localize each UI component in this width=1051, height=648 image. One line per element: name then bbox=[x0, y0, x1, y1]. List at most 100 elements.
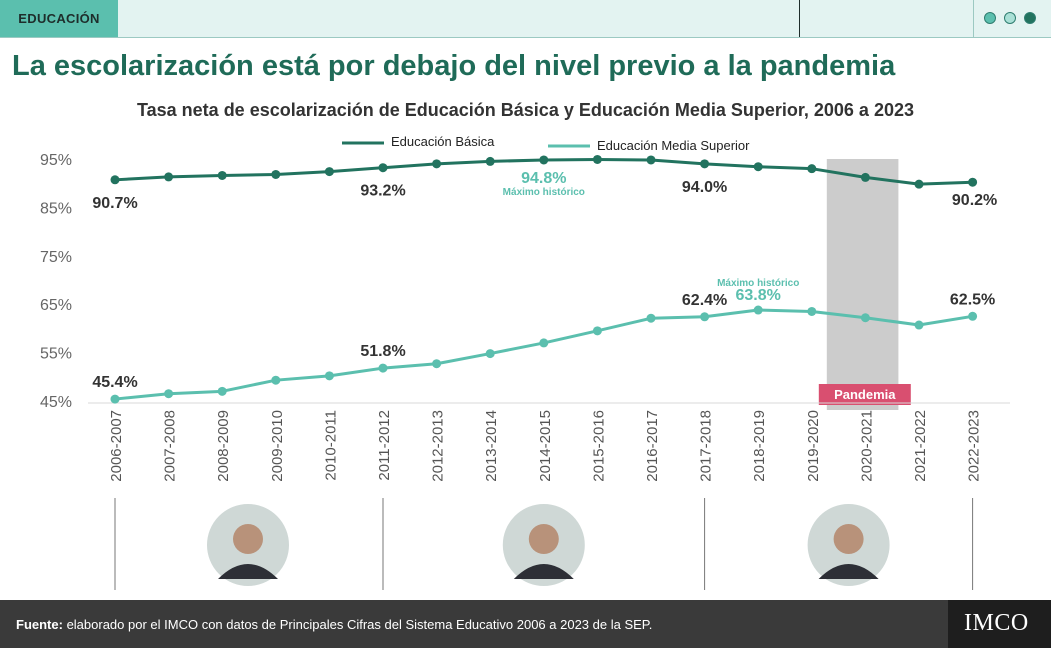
data-point bbox=[110, 175, 120, 185]
x-tick-label: 2016-2017 bbox=[644, 410, 661, 482]
data-point bbox=[110, 394, 120, 404]
x-tick-label: 2018-2019 bbox=[751, 410, 768, 482]
series-group bbox=[110, 154, 978, 404]
legend-label: Educación Básica bbox=[391, 134, 495, 149]
data-point bbox=[539, 338, 549, 348]
data-point bbox=[324, 371, 334, 381]
x-tick-label: 2014-2015 bbox=[537, 410, 554, 482]
data-point bbox=[217, 170, 227, 180]
data-point bbox=[860, 172, 870, 182]
top-bar-divider bbox=[799, 0, 800, 37]
dot-icon bbox=[1004, 12, 1016, 24]
data-label: 51.8% bbox=[360, 343, 405, 360]
pandemic-region: Pandemia bbox=[818, 159, 911, 410]
data-label: 90.7% bbox=[92, 195, 137, 212]
data-point bbox=[860, 313, 870, 323]
data-point bbox=[324, 167, 334, 177]
data-point bbox=[968, 177, 978, 187]
data-point bbox=[914, 179, 924, 189]
data-point bbox=[485, 156, 495, 166]
top-bar: EDUCACIÓN bbox=[0, 0, 1051, 38]
x-tick-label: 2008-2009 bbox=[215, 410, 232, 482]
portrait-body bbox=[513, 564, 574, 579]
data-point bbox=[807, 164, 817, 174]
data-point bbox=[378, 363, 388, 373]
x-tick-label: 2021-2022 bbox=[912, 410, 929, 482]
legend: Educación Básica Educación Media Superior bbox=[342, 134, 750, 153]
data-point bbox=[164, 389, 174, 399]
data-point bbox=[217, 386, 227, 396]
x-tick-label: 2020-2021 bbox=[858, 410, 875, 482]
page-title: La escolarización está por debajo del ni… bbox=[12, 50, 896, 82]
portrait-head bbox=[833, 524, 864, 554]
x-tick-label: 2007-2008 bbox=[162, 410, 179, 482]
data-point bbox=[592, 154, 602, 164]
data-label-note: Máximo histórico bbox=[717, 278, 799, 289]
y-tick-label: 75% bbox=[40, 249, 72, 266]
x-tick-label: 2009-2010 bbox=[269, 410, 286, 482]
portrait-head bbox=[233, 524, 263, 554]
data-point bbox=[807, 306, 817, 316]
x-tick-label: 2022-2023 bbox=[966, 410, 983, 482]
x-tick-label: 2019-2020 bbox=[805, 410, 822, 482]
portrait-body bbox=[218, 564, 278, 579]
data-label: 63.8% bbox=[736, 287, 781, 304]
data-label: 90.2% bbox=[952, 192, 997, 209]
legend-label: Educación Media Superior bbox=[597, 138, 750, 153]
data-point bbox=[378, 163, 388, 173]
source-label: Fuente: bbox=[16, 617, 63, 632]
y-tick-label: 95% bbox=[40, 152, 72, 169]
data-point bbox=[914, 320, 924, 330]
y-axis: 95% 85% 75% 65% 55% 45% bbox=[40, 152, 1010, 411]
portrait-body bbox=[818, 564, 879, 579]
source-text: elaborado por el IMCO con datos de Princ… bbox=[62, 617, 653, 632]
data-point bbox=[539, 155, 549, 165]
data-label: 94.0% bbox=[682, 179, 727, 196]
data-point bbox=[432, 159, 442, 169]
logo-text: IMCO bbox=[964, 610, 1029, 636]
logo: IMCO bbox=[948, 600, 1051, 648]
data-point bbox=[592, 326, 602, 336]
portrait-head bbox=[528, 524, 559, 554]
y-tick-label: 65% bbox=[40, 297, 72, 314]
line-chart: Pandemia 95% 85% 75% 65% 55% 45% Educación Bá… bbox=[40, 134, 1010, 590]
data-label: 94.8% bbox=[521, 170, 566, 187]
dot-icon bbox=[1024, 12, 1036, 24]
top-bar-divider-right bbox=[973, 0, 974, 37]
x-tick-label: 2011-2012 bbox=[376, 410, 393, 481]
data-point bbox=[646, 155, 656, 165]
data-point bbox=[968, 311, 978, 321]
data-point bbox=[271, 169, 281, 179]
section-tag: EDUCACIÓN bbox=[0, 0, 118, 37]
data-label: 93.2% bbox=[360, 183, 405, 200]
x-tick-label: 2015-2016 bbox=[590, 410, 607, 482]
data-point bbox=[753, 162, 763, 172]
x-axis: 2006-2007 2007-2008 2008-2009 2009-2010 2010… bbox=[108, 410, 983, 482]
y-tick-label: 55% bbox=[40, 346, 72, 363]
data-point bbox=[700, 312, 710, 322]
x-tick-label: 2013-2014 bbox=[483, 410, 500, 482]
chart-title: Tasa neta de escolarización de Educación… bbox=[136, 100, 914, 120]
data-label: 45.4% bbox=[92, 374, 137, 391]
x-tick-label: 2006-2007 bbox=[108, 410, 125, 482]
pandemic-label-bg bbox=[818, 384, 911, 405]
x-tick-label: 2012-2013 bbox=[430, 410, 447, 482]
y-tick-label: 85% bbox=[40, 200, 72, 217]
data-labels: 90.7%93.2%94.8%Máximo histórico 94.0%90.2… bbox=[92, 170, 997, 391]
data-label: 62.5% bbox=[950, 291, 995, 308]
data-point bbox=[646, 313, 656, 323]
data-label-note: Máximo histórico bbox=[503, 187, 585, 198]
x-tick-label: 2010-2011 bbox=[322, 410, 339, 481]
footer: Fuente: elaborado por el IMCO con datos … bbox=[0, 600, 1051, 648]
data-label: 62.4% bbox=[682, 292, 727, 309]
data-point bbox=[164, 172, 174, 182]
period-markers bbox=[114, 498, 974, 590]
data-point bbox=[753, 305, 763, 315]
decorative-dots bbox=[984, 12, 1036, 24]
data-point bbox=[271, 375, 281, 385]
pandemic-band bbox=[826, 159, 899, 410]
dot-icon bbox=[984, 12, 996, 24]
pandemic-label: Pandemia bbox=[834, 387, 896, 402]
y-tick-label: 45% bbox=[40, 394, 72, 411]
source-note: Fuente: elaborado por el IMCO con datos … bbox=[16, 617, 652, 632]
